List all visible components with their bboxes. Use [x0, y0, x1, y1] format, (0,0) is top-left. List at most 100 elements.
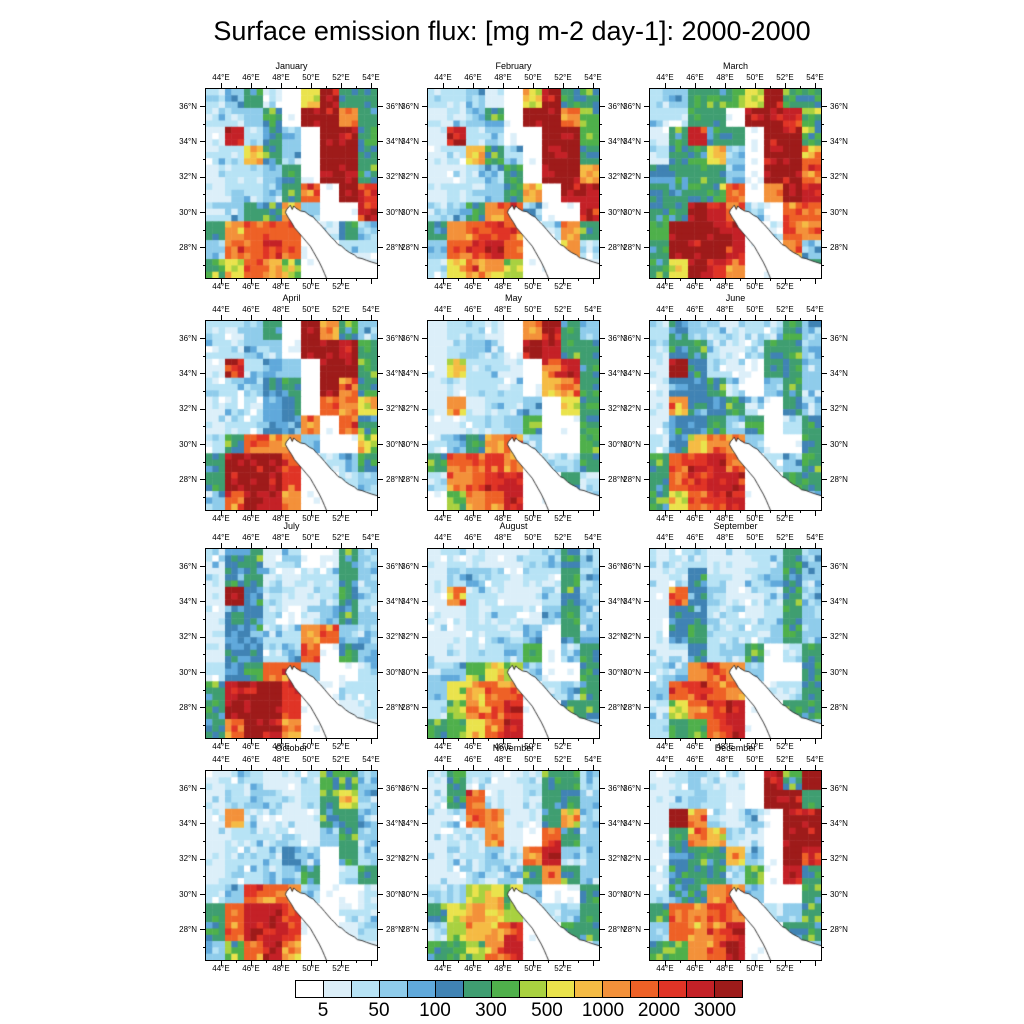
lon-tick-label-bottom: 48°E — [494, 282, 512, 291]
map-panel-february: February 44°E 46°E 48°E 50°E 52°E 54°E 44°E 46°… — [401, 61, 626, 291]
lon-major-tick-top — [370, 315, 372, 321]
colorbar-swatch-9 — [547, 981, 576, 997]
colorbar-swatch-0 — [296, 981, 324, 997]
lat-minor-tick-left — [647, 583, 650, 585]
lat-minor-tick-left — [425, 654, 428, 656]
lat-minor-tick-left — [203, 194, 206, 196]
lon-minor-tick-top — [547, 768, 549, 771]
lat-tick-label-left: 34°N — [401, 596, 419, 606]
lat-major-tick-left — [422, 338, 428, 340]
lat-minor-tick-left — [647, 805, 650, 807]
lon-tick-label-top: 52°E — [332, 305, 350, 314]
lon-major-tick-top — [664, 83, 666, 89]
colorbar-swatch-15 — [715, 981, 742, 997]
lat-minor-tick-right — [599, 876, 602, 878]
lon-minor-tick-top — [709, 546, 711, 549]
lat-minor-tick-right — [821, 265, 824, 267]
lon-major-tick-top — [220, 765, 222, 771]
lon-minor-tick-bottom — [325, 278, 327, 281]
lon-major-tick-top — [592, 543, 594, 549]
lat-major-tick-right — [377, 566, 383, 568]
map-panel-april: April 44°E 46°E 48°E 50°E 52°E 54°E 44°E 46°E 48… — [179, 293, 404, 523]
lon-major-tick-bottom — [442, 960, 444, 966]
lat-tick-label-right: 28°N — [608, 702, 626, 712]
lat-minor-tick-right — [377, 355, 380, 357]
lat-tick-label-left: 36°N — [401, 561, 419, 571]
lon-major-tick-top — [472, 543, 474, 549]
lat-minor-tick-right — [599, 947, 602, 949]
lon-tick-label-top: 44°E — [434, 305, 452, 314]
lon-major-tick-top — [562, 543, 564, 549]
lon-major-tick-bottom — [442, 510, 444, 516]
lon-minor-tick-bottom — [799, 510, 801, 513]
lat-tick-label-right: 30°N — [608, 439, 626, 449]
lat-major-tick-left — [200, 247, 206, 249]
month-title: August — [499, 521, 528, 531]
lon-major-tick-top — [472, 83, 474, 89]
lat-minor-tick-right — [821, 619, 824, 621]
lon-minor-tick-top — [577, 546, 579, 549]
lat-minor-tick-right — [599, 689, 602, 691]
lon-tick-label-bottom: 50°E — [746, 514, 764, 523]
lat-major-tick-left — [200, 479, 206, 481]
lon-tick-label-bottom: 48°E — [494, 514, 512, 523]
lat-minor-tick-right — [377, 876, 380, 878]
lon-minor-tick-bottom — [577, 738, 579, 741]
lon-major-tick-bottom — [472, 510, 474, 516]
lon-tick-label-bottom: 50°E — [302, 514, 320, 523]
lon-minor-tick-top — [517, 318, 519, 321]
lon-tick-label-top: 54°E — [362, 755, 380, 764]
lon-tick-label-top: 44°E — [656, 533, 674, 542]
lon-major-tick-top — [724, 765, 726, 771]
lat-tick-label-left: 30°N — [179, 439, 197, 449]
lat-major-tick-left — [200, 823, 206, 825]
lat-tick-label-left: 36°N — [623, 783, 641, 793]
lon-tick-label-bottom: 44°E — [656, 964, 674, 973]
lat-tick-label-right: 30°N — [608, 667, 626, 677]
lon-tick-label-top: 54°E — [806, 533, 824, 542]
lat-minor-tick-right — [599, 461, 602, 463]
lat-tick-label-left: 32°N — [401, 854, 419, 864]
lat-minor-tick-right — [599, 229, 602, 231]
lat-major-tick-left — [422, 636, 428, 638]
lat-minor-tick-left — [203, 654, 206, 656]
lon-tick-label-top: 50°E — [524, 533, 542, 542]
lat-minor-tick-left — [203, 947, 206, 949]
lat-major-tick-left — [422, 247, 428, 249]
map-raster — [650, 321, 821, 510]
lat-minor-tick-right — [599, 583, 602, 585]
lat-major-tick-right — [377, 894, 383, 896]
lon-tick-label-bottom: 44°E — [656, 514, 674, 523]
lon-minor-tick-bottom — [679, 510, 681, 513]
lon-major-tick-bottom — [502, 738, 504, 744]
lon-minor-tick-bottom — [325, 960, 327, 963]
lon-major-tick-top — [724, 543, 726, 549]
lon-minor-tick-bottom — [577, 960, 579, 963]
lon-major-tick-top — [250, 765, 252, 771]
lat-minor-tick-left — [425, 229, 428, 231]
lon-major-tick-bottom — [280, 278, 282, 284]
lon-minor-tick-bottom — [709, 960, 711, 963]
lon-tick-label-top: 48°E — [494, 305, 512, 314]
lat-tick-label-left: 30°N — [623, 439, 641, 449]
lat-major-tick-right — [821, 566, 827, 568]
lon-tick-label-bottom: 52°E — [776, 964, 794, 973]
lat-major-tick-right — [821, 444, 827, 446]
lon-tick-label-bottom: 46°E — [242, 964, 260, 973]
lon-minor-tick-bottom — [457, 510, 459, 513]
lon-major-tick-bottom — [370, 278, 372, 284]
lat-major-tick-right — [599, 823, 605, 825]
lon-tick-label-bottom: 50°E — [746, 742, 764, 751]
lat-minor-tick-left — [425, 194, 428, 196]
colorbar-tick-label: 100 — [419, 1000, 451, 1021]
lat-major-tick-left — [200, 444, 206, 446]
lon-tick-label-bottom: 48°E — [716, 514, 734, 523]
lat-minor-tick-right — [377, 725, 380, 727]
lon-minor-tick-bottom — [295, 510, 297, 513]
lon-minor-tick-top — [769, 86, 771, 89]
lon-tick-label-bottom: 44°E — [212, 514, 230, 523]
lon-tick-label-bottom: 46°E — [686, 514, 704, 523]
lon-minor-tick-bottom — [679, 738, 681, 741]
lat-minor-tick-right — [599, 355, 602, 357]
lon-minor-tick-bottom — [235, 960, 237, 963]
